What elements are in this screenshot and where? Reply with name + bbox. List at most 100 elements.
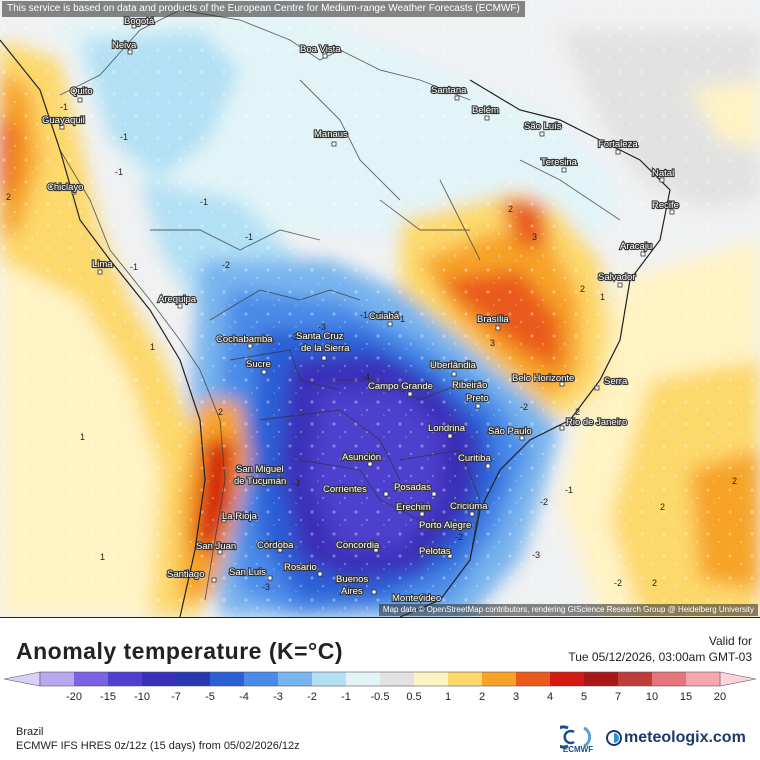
city-marker[interactable]: Pelotas [418, 545, 453, 559]
scale-tick-label: -1 [341, 691, 351, 703]
city-marker[interactable]: Santana [430, 84, 468, 101]
city-marker[interactable]: Corrientes [322, 483, 389, 497]
city-marker[interactable]: Posadas [393, 481, 437, 497]
svg-text:Brasília: Brasília [477, 314, 509, 325]
scale-swatch [584, 672, 619, 686]
city-marker[interactable]: Rosario [283, 561, 323, 577]
city-marker[interactable]: Uberlândia [429, 359, 478, 377]
scale-arrow-high [719, 671, 757, 687]
city-marker[interactable]: Criciúma [449, 500, 489, 517]
contour-label: 3 [532, 232, 537, 242]
svg-text:Pelotas: Pelotas [419, 546, 451, 557]
city-marker[interactable]: Natal [651, 167, 675, 183]
city-marker[interactable]: Fortaleza [597, 138, 639, 155]
contour-label: -2 [222, 260, 230, 270]
meteologix-brand[interactable]: meteologix.com [624, 729, 746, 746]
chart-title: Anomaly temperature (K=°C) [16, 638, 344, 664]
scale-swatch [176, 672, 211, 686]
city-marker[interactable]: Bogotá [123, 15, 156, 29]
scale-swatch [278, 672, 313, 686]
svg-text:Aracaju: Aracaju [620, 241, 652, 252]
svg-text:Uberlândia: Uberlândia [430, 360, 477, 371]
contour-label: -2 [520, 402, 528, 412]
contour-label: -1 [360, 310, 368, 320]
city-marker[interactable]: Londrina [427, 422, 467, 439]
svg-text:Aires: Aires [341, 586, 363, 597]
city-marker[interactable]: Neiva [111, 39, 138, 55]
city-marker[interactable]: Manaus [313, 128, 349, 147]
svg-text:Manaus: Manaus [314, 129, 348, 140]
city-marker[interactable]: San Juan [195, 540, 237, 555]
scale-swatch [550, 672, 585, 686]
borders [59, 9, 621, 601]
city-marker[interactable]: Rio de Janeiro [559, 416, 628, 431]
scale-swatch [40, 672, 75, 686]
city-marker[interactable]: Curitiba [457, 452, 493, 469]
city-marker[interactable]: Montevideo [391, 592, 442, 605]
city-marker[interactable]: Sucre [245, 358, 272, 375]
city-marker[interactable]: Santiago [166, 568, 217, 583]
contour-label: 2 [508, 204, 513, 214]
scale-tick-label: -15 [100, 691, 116, 703]
region-label: Brazil [16, 726, 44, 738]
svg-text:São Paulo: São Paulo [488, 426, 532, 437]
svg-text:Asunción: Asunción [342, 452, 381, 463]
city-marker[interactable]: Cuiabá [368, 310, 401, 327]
city-marker[interactable]: Lima [91, 258, 114, 275]
city-marker[interactable]: Campo Grande [367, 380, 434, 397]
city-marker[interactable]: Aracaju [619, 240, 653, 257]
city-marker[interactable]: Boa Vista [299, 43, 342, 59]
svg-text:Arequipa: Arequipa [158, 294, 197, 305]
contour-label: -3 [532, 550, 540, 560]
svg-text:Quito: Quito [70, 86, 93, 97]
city-marker[interactable]: Recife [651, 199, 680, 215]
contour-label: 3 [490, 338, 495, 348]
city-marker[interactable]: Belo Horizonte [511, 372, 575, 387]
city-marker[interactable]: Salvador [597, 271, 637, 288]
city-marker[interactable]: Córdoba [256, 539, 295, 553]
city-marker[interactable]: San Luis [228, 566, 273, 581]
city-marker[interactable]: Brasília [476, 313, 510, 331]
ecmwf-logo-icon [560, 725, 592, 749]
svg-text:Boa Vista: Boa Vista [300, 44, 341, 55]
forecast-map[interactable]: -1 -1 -1 -1 1 2 -1 -1 -2 -3 2 3 1 1 -4 -… [0, 0, 760, 617]
scale-outline [39, 671, 721, 687]
scale-tick-label: -20 [66, 691, 82, 703]
city-marker[interactable]: La Rioja [221, 510, 259, 523]
scale-swatch [516, 672, 551, 686]
contour-label: 2 [6, 192, 11, 202]
city-marker[interactable]: Porto Alegre [418, 519, 472, 532]
city-marker[interactable]: Teresina [540, 156, 579, 173]
city-marker[interactable]: São Paulo [487, 425, 533, 441]
city-marker[interactable]: Chiclayo [46, 181, 85, 195]
scale-swatch [108, 672, 143, 686]
city-marker[interactable]: Belém [471, 104, 500, 121]
city-marker[interactable]: Cochabamba [215, 333, 274, 349]
svg-text:Sucre: Sucre [246, 359, 271, 370]
city-marker[interactable]: Asunción [341, 451, 382, 467]
city-marker[interactable]: Guayaquil [41, 114, 86, 130]
city-marker[interactable]: Serra [594, 375, 629, 391]
contour-label: -1 [120, 132, 128, 142]
svg-text:Ribeirão: Ribeirão [452, 380, 487, 391]
scale-tick-label: -3 [273, 691, 283, 703]
svg-text:San Juan: San Juan [196, 541, 236, 552]
city-marker[interactable]: São Luís [523, 120, 563, 137]
color-scale: -20 -15 -10 -7 -5 -4 -3 -2 -1 -0.5 0.5 1 2 3 4 5 7 10 15 20 [0, 668, 760, 716]
contour-label: 2 [218, 407, 223, 417]
contour-label: 1 [600, 292, 605, 302]
city-marker[interactable]: Quito [69, 85, 94, 103]
scale-swatch [414, 672, 449, 686]
svg-text:Concordia: Concordia [336, 540, 380, 551]
city-marker[interactable]: Concordia [335, 539, 381, 553]
city-marker[interactable]: Ribeirão Preto [451, 379, 490, 409]
svg-text:Neiva: Neiva [112, 40, 137, 51]
coastline [0, 39, 671, 617]
contour-label: -2 [614, 578, 622, 588]
svg-text:Cochabamba: Cochabamba [216, 334, 273, 345]
city-marker[interactable]: Erechim [395, 501, 432, 517]
city-marker[interactable]: Arequipa [157, 293, 198, 309]
